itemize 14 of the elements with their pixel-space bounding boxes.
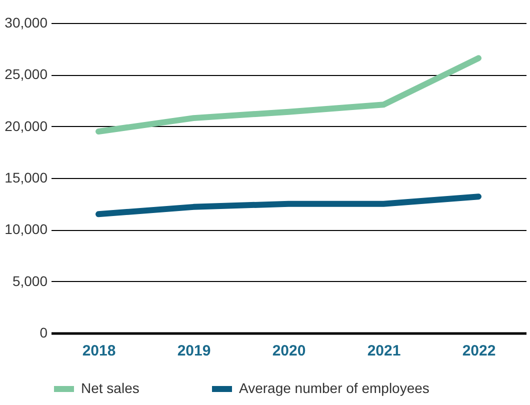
x-tick-label: 2021 bbox=[367, 342, 401, 360]
legend-label: Average number of employees bbox=[239, 380, 430, 396]
y-tick-label: 0 bbox=[40, 324, 48, 340]
y-tick-label: 20,000 bbox=[4, 118, 48, 134]
y-tick-label: 10,000 bbox=[4, 221, 48, 238]
y-tick-label: 5,000 bbox=[12, 272, 48, 289]
x-tick-label: 2019 bbox=[177, 342, 211, 360]
x-tick-label: 2020 bbox=[272, 342, 306, 360]
legend-label: Net sales bbox=[81, 380, 140, 396]
x-tick-label: 2018 bbox=[82, 342, 116, 360]
y-tick-label: 15,000 bbox=[4, 170, 48, 186]
x-tick-label: 2022 bbox=[462, 342, 496, 360]
y-tick-label: 25,000 bbox=[4, 66, 48, 82]
y-tick-label: 30,000 bbox=[4, 14, 48, 30]
